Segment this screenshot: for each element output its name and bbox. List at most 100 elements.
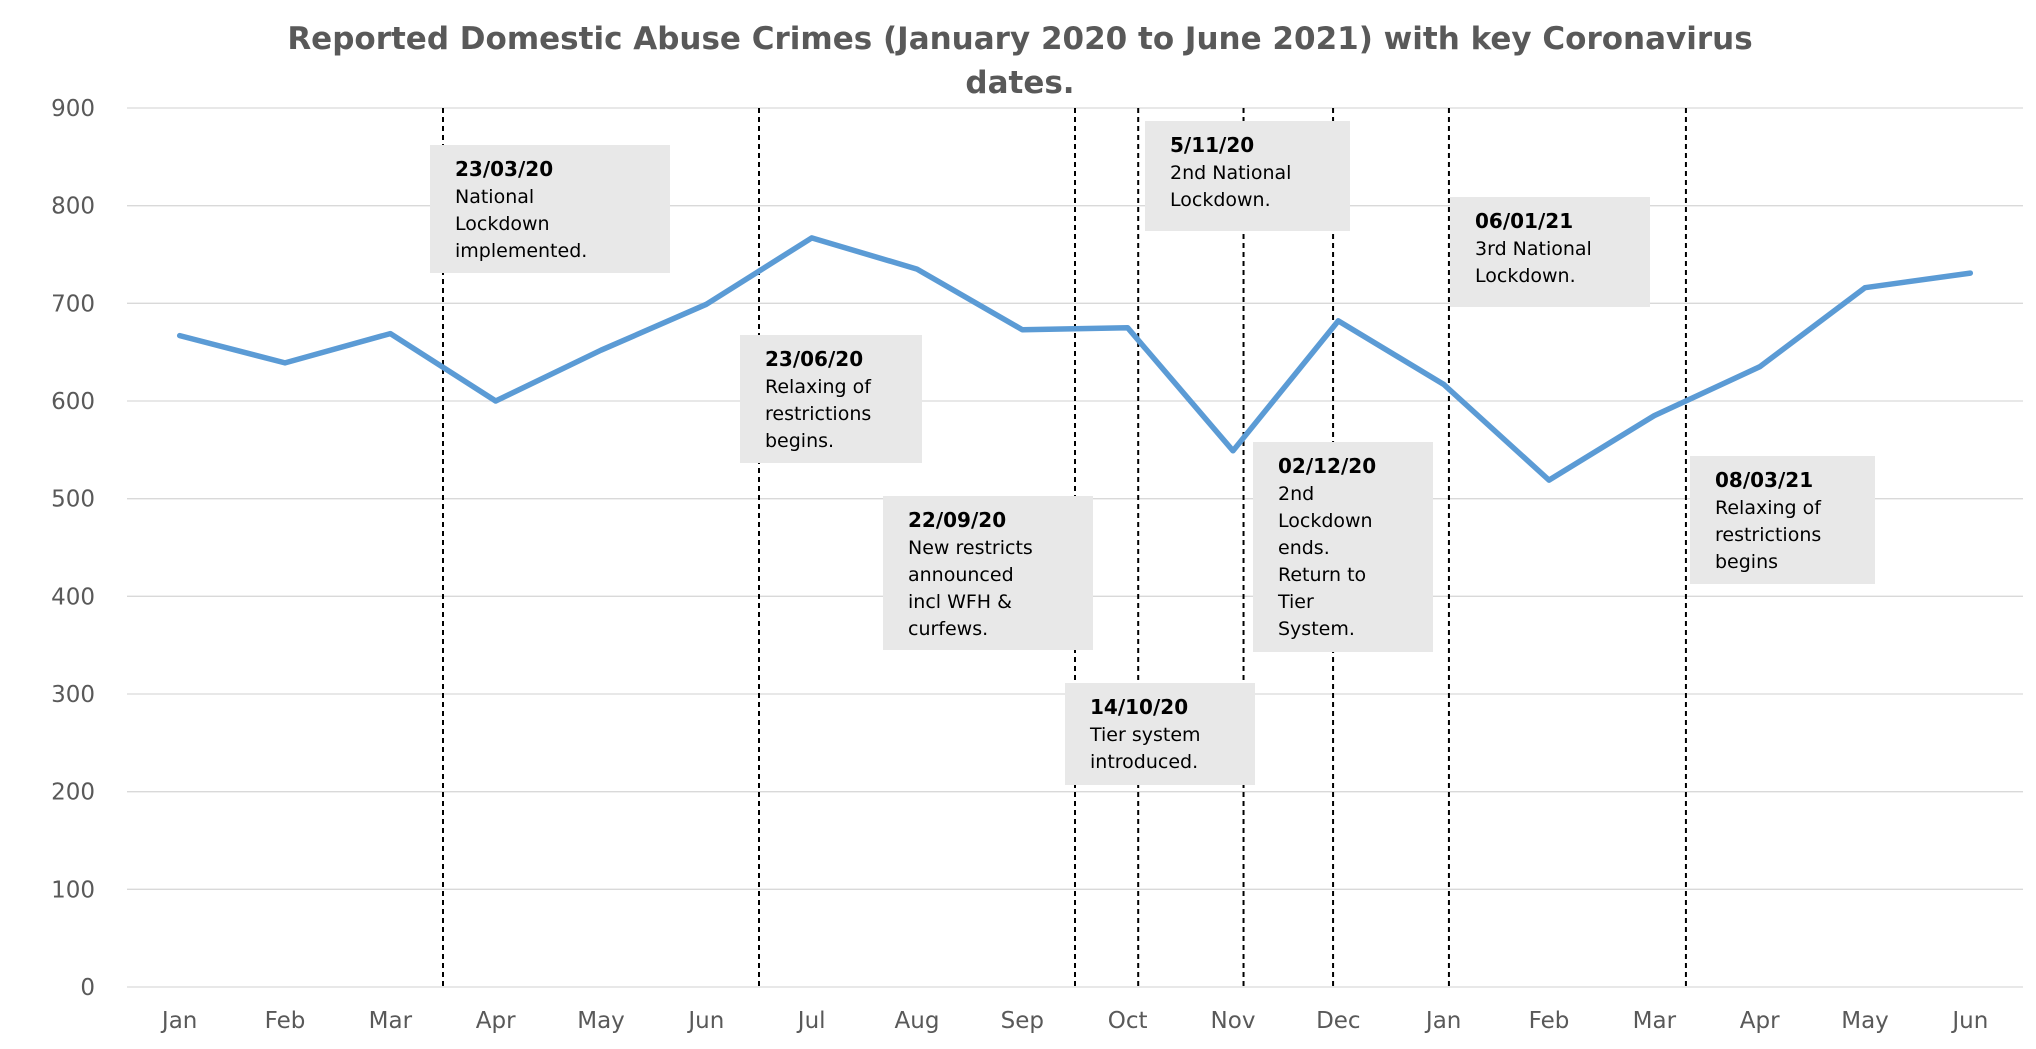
annotation-date: 08/03/21 [1715, 468, 1813, 492]
y-tick-label: 100 [51, 877, 95, 903]
annotation-date: 23/06/20 [765, 347, 863, 371]
annotation-text-line: 3rd National [1475, 238, 1592, 260]
x-tick-label: Jan [1424, 1008, 1461, 1034]
annotation-text-line: Relaxing of [765, 376, 872, 398]
event-annotation: 08/03/21 Relaxing of restrictions begins [1690, 456, 1875, 584]
y-tick-label: 200 [51, 780, 95, 806]
y-axis-ticks: 0 100 200 300 400 500 600 700 800 900 [51, 96, 95, 1001]
data-point [1441, 382, 1446, 387]
annotation-text-line: incl WFH & [908, 591, 1012, 613]
data-point [493, 399, 498, 403]
annotation-text-line: Tier [1277, 591, 1314, 613]
data-point [1968, 271, 1973, 276]
event-annotations: 23/03/20NationalLockdownimplemented.23/0… [430, 121, 1875, 785]
y-tick-label: 600 [51, 389, 95, 415]
annotation-box [740, 335, 922, 463]
series [176, 235, 1974, 483]
y-tick-label: 700 [51, 291, 95, 317]
annotation-box [1450, 197, 1650, 307]
annotation-box [1145, 121, 1350, 231]
annotation-date: 22/09/20 [908, 508, 1006, 532]
data-point [1336, 318, 1341, 323]
annotation-text-line: Lockdown [1278, 510, 1373, 532]
x-tick-label: Aug [895, 1008, 940, 1034]
series-line [176, 235, 1974, 483]
data-point [704, 302, 709, 307]
chart-title-line: dates. [965, 65, 1074, 101]
event-annotation: 06/01/21 3rd National Lockdown. [1450, 197, 1650, 307]
annotation-text-line: 2nd [1278, 483, 1314, 505]
x-tick-label: Dec [1316, 1008, 1361, 1034]
data-point [1652, 413, 1657, 418]
y-tick-label: 800 [51, 194, 95, 220]
x-tick-label: Jun [686, 1008, 724, 1034]
x-tick-label: Mar [369, 1008, 413, 1034]
x-tick-label: Feb [1529, 1008, 1570, 1034]
data-point [599, 348, 603, 353]
x-tick-label: Sep [1001, 1008, 1044, 1034]
event-annotation: 5/11/20 2nd National Lockdown. [1145, 121, 1350, 231]
data-point [283, 360, 287, 365]
chart-title: Reported Domestic Abuse Crimes (January … [287, 21, 1752, 101]
annotation-date: 23/03/20 [455, 157, 553, 181]
x-tick-label: Oct [1108, 1008, 1148, 1034]
annotation-text-line: curfews. [908, 618, 988, 640]
annotation-text-line: begins. [765, 430, 834, 452]
annotation-text-line: introduced. [1090, 751, 1198, 773]
y-tick-label: 400 [51, 584, 95, 610]
x-tick-label: Jan [160, 1008, 197, 1034]
x-tick-label: May [577, 1008, 625, 1034]
annotation-text-line: Relaxing of [1715, 497, 1822, 519]
annotation-text-line: 2nd National [1170, 162, 1291, 184]
data-point [1863, 285, 1867, 290]
event-annotation: 23/06/20 Relaxing of restrictions begins. [740, 335, 922, 463]
annotation-date: 14/10/20 [1090, 695, 1188, 719]
annotation-text-line: Lockdown. [1475, 265, 1576, 287]
x-tick-label: Mar [1633, 1008, 1677, 1034]
annotation-box [430, 145, 670, 273]
x-tick-label: Jun [1950, 1008, 1988, 1034]
x-tick-label: Jul [796, 1008, 826, 1034]
x-tick-label: Nov [1211, 1008, 1256, 1034]
data-point [1020, 327, 1025, 332]
chart-title-line: Reported Domestic Abuse Crimes (January … [287, 21, 1752, 57]
annotation-text-line: System. [1278, 618, 1355, 640]
annotation-box [1253, 442, 1433, 652]
annotation-box [1065, 683, 1255, 785]
event-annotation: 14/10/20 Tier system introduced. [1065, 683, 1255, 785]
annotation-text-line: Lockdown [455, 213, 550, 235]
data-point [1125, 325, 1130, 330]
annotation-text-line: restrictions [765, 403, 871, 425]
annotation-text-line: restrictions [1715, 524, 1821, 546]
x-tick-label: Apr [476, 1008, 516, 1034]
x-tick-label: Apr [1740, 1008, 1780, 1034]
x-axis-ticks: Jan Feb Mar Apr May Jun Jul Aug Sep Oct Nov Dec Jan F… [160, 1008, 1988, 1034]
data-point [1231, 448, 1235, 453]
data-point [915, 267, 919, 272]
event-annotation: 22/09/20 New restricts announced incl WFH &… [883, 496, 1093, 650]
y-tick-label: 300 [51, 682, 95, 708]
data-point [809, 235, 814, 240]
y-tick-label: 500 [51, 487, 95, 513]
annotation-text-line: Lockdown. [1170, 189, 1271, 211]
annotation-text-line: begins [1715, 551, 1778, 573]
annotation-box [883, 496, 1093, 650]
annotation-date: 5/11/20 [1170, 133, 1254, 157]
y-tick-label: 0 [80, 975, 95, 1001]
annotation-text-line: Tier system [1089, 724, 1201, 746]
data-point [1757, 364, 1762, 369]
annotation-text-line: implemented. [455, 240, 587, 262]
annotation-date: 02/12/20 [1278, 454, 1376, 478]
y-tick-label: 900 [51, 96, 95, 122]
annotation-date: 06/01/21 [1475, 209, 1573, 233]
event-annotation: 02/12/20 2nd Lockdown ends. Return to Tier Sys… [1253, 442, 1433, 652]
annotation-text-line: announced [908, 564, 1014, 586]
annotation-box [1690, 456, 1875, 584]
data-point [388, 331, 393, 336]
event-annotation: 23/03/20 National Lockdown implemented. [430, 145, 670, 273]
annotation-text-line: Return to [1278, 564, 1366, 586]
data-point [177, 333, 182, 338]
annotation-text-line: ends. [1278, 537, 1330, 559]
annotation-text-line: New restricts [908, 537, 1033, 559]
